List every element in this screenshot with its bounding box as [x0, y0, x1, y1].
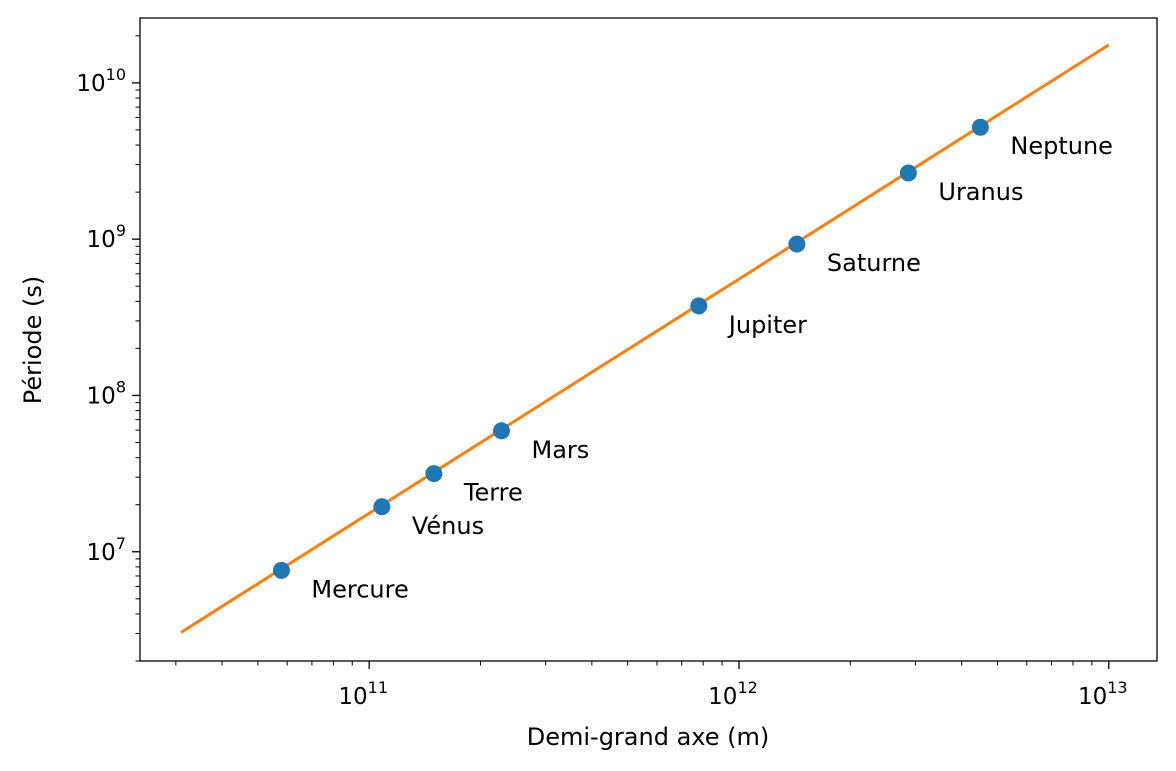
planet-label: Mars	[531, 436, 589, 464]
data-points	[272, 118, 989, 579]
planet-label: Vénus	[412, 512, 484, 540]
axis-ticks: 1011 1012 1013 107 108 109 1010	[76, 35, 1128, 710]
planet-label: Mercure	[311, 575, 408, 603]
y-tick-label: 108	[87, 377, 126, 409]
planet-label: Terre	[463, 479, 523, 507]
planet-label: Saturne	[827, 249, 921, 277]
y-tick-label: 1010	[76, 65, 126, 97]
planet-point	[492, 422, 510, 440]
point-labels: Mercure Vénus Terre Mars Jupiter Saturne Uranu…	[311, 132, 1113, 603]
y-axis-label: Période (s)	[19, 276, 47, 404]
x-tick-label: 1011	[338, 678, 388, 710]
x-tick-label: 1013	[1078, 678, 1128, 710]
planet-label: Jupiter	[727, 311, 807, 339]
planet-point	[899, 164, 917, 182]
plot-frame	[139, 17, 1158, 662]
planet-label: Uranus	[938, 178, 1023, 206]
fit-line	[180, 43, 1110, 634]
planet-point	[272, 561, 290, 579]
planet-point	[373, 498, 391, 516]
planet-point	[788, 235, 806, 253]
planet-point	[690, 297, 708, 315]
planet-label: Neptune	[1010, 132, 1113, 160]
x-axis-label: Demi-grand axe (m)	[527, 723, 770, 751]
planet-point	[971, 118, 989, 136]
planet-point	[425, 465, 443, 483]
y-tick-label: 109	[87, 221, 126, 253]
y-tick-label: 107	[87, 534, 126, 566]
fit-line-layer	[180, 43, 1110, 634]
x-tick-label: 1012	[708, 678, 758, 710]
